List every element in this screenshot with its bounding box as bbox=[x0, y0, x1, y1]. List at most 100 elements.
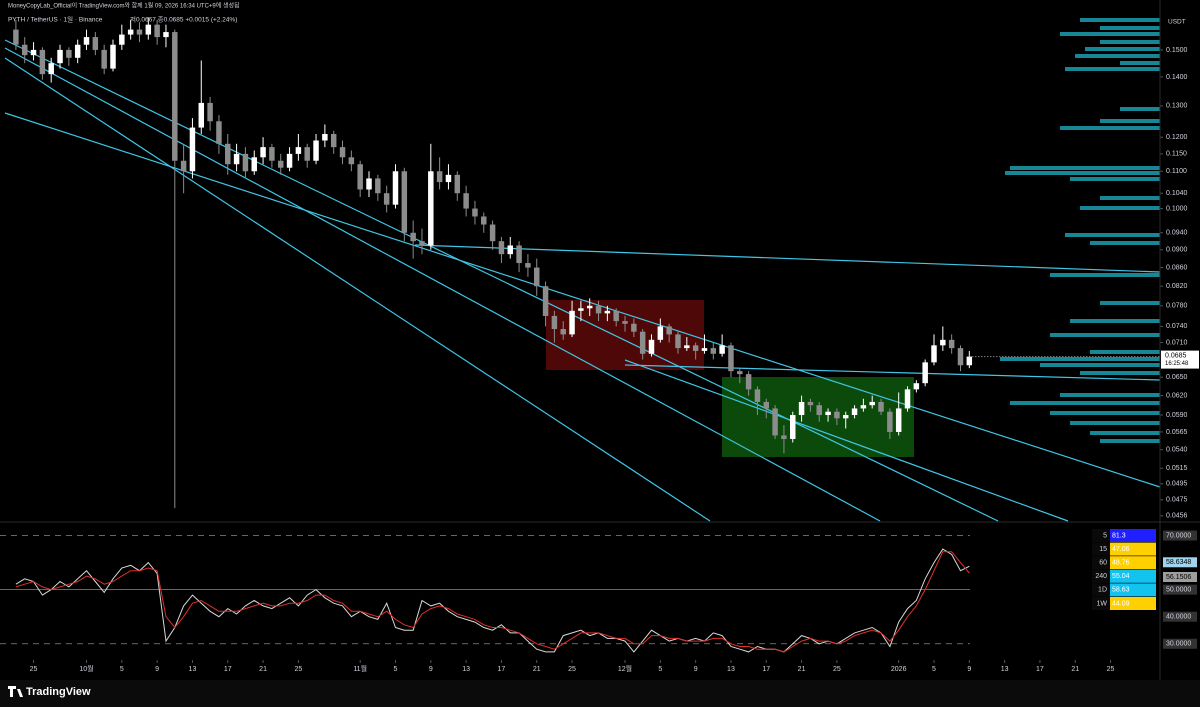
value-tag bbox=[1163, 557, 1197, 568]
x-tick-label: 13 bbox=[727, 666, 735, 673]
candle-body bbox=[675, 334, 681, 349]
candle-body bbox=[966, 356, 973, 366]
table-timeframe: 15 bbox=[1099, 546, 1107, 553]
countdown: 16:25:48 bbox=[1165, 361, 1189, 367]
candle-body bbox=[604, 310, 611, 314]
candle-body bbox=[798, 401, 805, 416]
x-tick-label: 25 bbox=[294, 666, 302, 673]
candle-body bbox=[772, 408, 778, 436]
trend-line bbox=[4, 47, 881, 522]
candle-body bbox=[807, 401, 814, 406]
footer bbox=[0, 680, 1200, 707]
profile-bar bbox=[1090, 350, 1160, 354]
profile-bar bbox=[1060, 32, 1160, 36]
candle-body bbox=[48, 63, 54, 75]
profile-bar bbox=[1090, 431, 1160, 435]
x-tick-label: 9 bbox=[967, 666, 971, 673]
candle-body bbox=[313, 140, 319, 161]
candle-body bbox=[216, 121, 222, 144]
x-tick-label: 25 bbox=[833, 666, 841, 673]
brand: TradingView bbox=[26, 686, 91, 698]
candle-body bbox=[180, 160, 187, 172]
x-tick-label: 9 bbox=[694, 666, 698, 673]
logo bbox=[8, 686, 23, 697]
y-tick-label: 0.0565 bbox=[1166, 429, 1188, 436]
candle-body bbox=[260, 147, 266, 158]
x-tick-label: 17 bbox=[224, 666, 232, 673]
y-tick-box bbox=[1163, 584, 1197, 595]
candle-body bbox=[710, 348, 717, 354]
candle-body bbox=[39, 49, 46, 75]
profile-bar bbox=[1085, 47, 1160, 51]
y-tick-label: 0.1500 bbox=[1166, 47, 1188, 54]
candle-body bbox=[269, 147, 275, 161]
candle-body bbox=[569, 310, 575, 335]
candle-body bbox=[198, 102, 205, 128]
x-tick-label: 13 bbox=[462, 666, 470, 673]
table-cell bbox=[1092, 542, 1110, 556]
y-tick-label: 0.0590 bbox=[1166, 412, 1188, 419]
credit: MoneyCopyLab_Official이 TradingView.com와 … bbox=[8, 2, 240, 10]
candle-body bbox=[207, 102, 213, 122]
y-tick-label: 0.0820 bbox=[1166, 283, 1188, 290]
candle-body bbox=[525, 263, 531, 268]
symbol: PYTH / TetherUS · 1일 · Binance bbox=[8, 15, 103, 24]
candle-body bbox=[895, 408, 902, 432]
rsi-table: 5 81.3 15 47.06 60 48.76 240 55.04 1D 58.63 1W 44.0… bbox=[1092, 529, 1156, 610]
candle-body bbox=[737, 371, 743, 375]
value-tag bbox=[1163, 572, 1197, 583]
candle-body bbox=[410, 232, 416, 242]
profile-bar bbox=[1050, 411, 1160, 415]
table-timeframe: 240 bbox=[1095, 573, 1107, 580]
y-tick-label: 0.0540 bbox=[1166, 447, 1188, 454]
candle-body bbox=[489, 224, 496, 242]
y-tick-label: 0.0940 bbox=[1166, 230, 1188, 237]
price-tag bbox=[1161, 350, 1199, 369]
quote: 저0.0667 종0.0685 +0.0015 (+2.24%) bbox=[130, 15, 237, 24]
profile-bar bbox=[1060, 126, 1160, 130]
profile-bar bbox=[1080, 206, 1160, 210]
candle-body bbox=[825, 411, 831, 416]
candle-body bbox=[816, 405, 822, 416]
table-timeframe: 1D bbox=[1098, 587, 1107, 594]
candle-body bbox=[189, 127, 196, 172]
x-tick-label: 5 bbox=[658, 666, 662, 673]
candle-body bbox=[851, 408, 858, 416]
table-value-cell bbox=[1110, 569, 1156, 583]
y-tick-label: 0.0900 bbox=[1166, 247, 1188, 254]
candle-body bbox=[516, 245, 522, 264]
table-value-cell bbox=[1110, 583, 1156, 597]
profile-bar bbox=[1100, 196, 1160, 200]
profile-bar bbox=[1050, 273, 1160, 277]
candle-body bbox=[119, 34, 125, 45]
x-tick-label: 21 bbox=[259, 666, 267, 673]
y-tick-label: 0.0860 bbox=[1166, 264, 1188, 271]
x-tick-label: 17 bbox=[498, 666, 506, 673]
candle-body bbox=[110, 44, 116, 69]
candle-body bbox=[136, 29, 143, 35]
candle-body bbox=[542, 286, 549, 316]
candle-body bbox=[348, 157, 355, 165]
candle-body bbox=[922, 362, 928, 384]
candle-body bbox=[666, 326, 672, 335]
rsi-line bbox=[15, 551, 970, 653]
candle-body bbox=[251, 157, 257, 172]
candle-body bbox=[357, 164, 363, 190]
y-tick-label: 0.0780 bbox=[1166, 303, 1188, 310]
x-tick-label: 2026 bbox=[891, 666, 907, 673]
candle-body bbox=[472, 208, 478, 217]
profile-bar bbox=[1100, 439, 1160, 443]
y-tick-box bbox=[1163, 530, 1197, 541]
candle-body bbox=[92, 37, 99, 50]
x-tick-label: 25 bbox=[568, 666, 576, 673]
trend-line bbox=[624, 359, 1069, 522]
candle-body bbox=[419, 241, 425, 246]
candle-body bbox=[66, 49, 72, 58]
y-tick-label: 50.0000 bbox=[1166, 586, 1191, 593]
candle-body bbox=[684, 345, 690, 349]
candle-body bbox=[428, 171, 434, 246]
table-value: 48.76 bbox=[1112, 560, 1130, 567]
candle-body bbox=[560, 329, 566, 335]
candle-body bbox=[392, 171, 399, 205]
